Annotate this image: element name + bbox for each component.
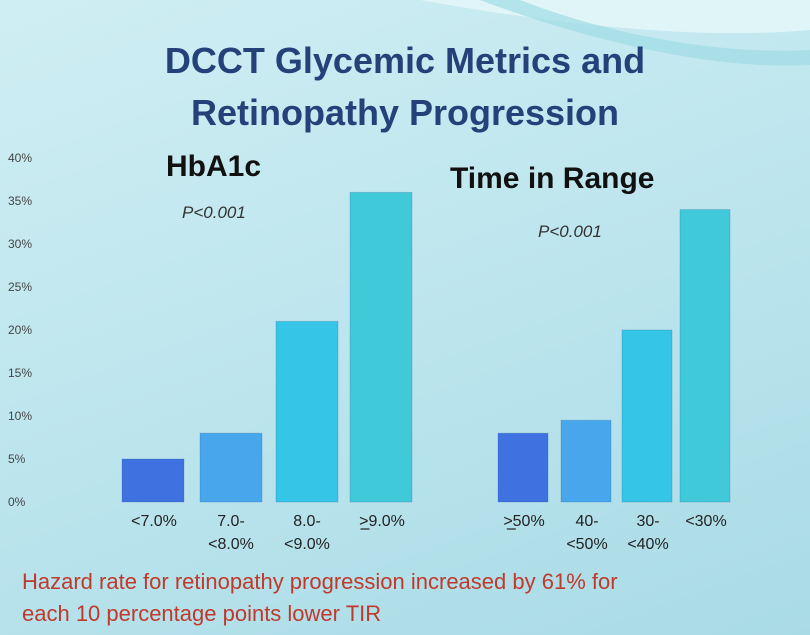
category-label: >50%: [503, 513, 544, 530]
tir-p-value: P<0.001: [538, 222, 602, 241]
tir-bar: [560, 419, 612, 503]
hba1c-p-value: P<0.001: [182, 203, 246, 222]
category-label: <30%: [685, 513, 726, 530]
footnote-line-2: each 10 percentage points lower TIR: [22, 601, 382, 626]
footnote-line-1: Hazard rate for retinopathy progression …: [22, 569, 618, 594]
y-tick-label: 15%: [8, 366, 32, 380]
tir-panel-title: Time in Range: [450, 162, 655, 195]
y-tick-label: 5%: [8, 452, 26, 466]
slide-title-line-2: Retinopathy Progression: [190, 92, 620, 133]
hba1c-panel-title: HbA1c: [166, 150, 262, 183]
hba1c-bar: [349, 191, 413, 503]
category-label: <8.0%: [208, 536, 254, 553]
category-label: >9.0%: [359, 513, 405, 530]
slide-title-line-1: DCCT Glycemic Metrics and: [164, 40, 646, 81]
category-label: <50%: [566, 536, 607, 553]
category-label: 8.0-: [293, 513, 321, 530]
y-tick-label: 20%: [8, 323, 32, 337]
category-label: <9.0%: [284, 536, 330, 553]
y-tick-label: 25%: [8, 280, 32, 294]
category-label: <7.0%: [131, 513, 177, 530]
category-label: <40%: [627, 536, 668, 553]
tir-bar: [621, 329, 673, 503]
y-tick-label: 0%: [8, 495, 26, 509]
tir-bar: [679, 209, 731, 503]
tir-bar: [497, 432, 549, 503]
y-tick-label: 35%: [8, 194, 32, 208]
y-tick-label: 10%: [8, 409, 32, 423]
hba1c-bar: [275, 320, 339, 503]
category-label: 40-: [575, 513, 598, 530]
category-label: 7.0-: [217, 513, 245, 530]
y-tick-label: 40%: [8, 151, 32, 165]
y-tick-label: 30%: [8, 237, 32, 251]
hba1c-bar: [199, 432, 263, 503]
category-label: 30-: [636, 513, 659, 530]
hba1c-bar: [121, 458, 185, 503]
